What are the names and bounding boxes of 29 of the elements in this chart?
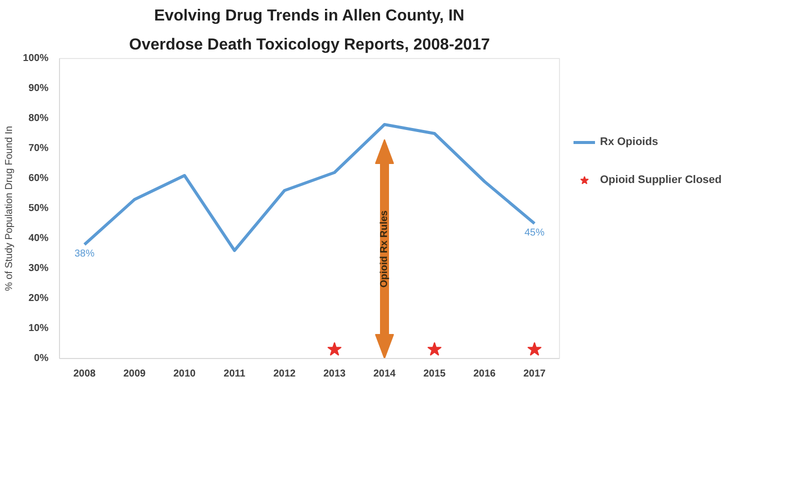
x-tick-label: 2017: [523, 368, 546, 380]
y-tick-label: 80%: [28, 113, 49, 124]
y-tick-label: 20%: [28, 293, 49, 304]
y-tick-label: 40%: [28, 233, 49, 244]
x-tick-label: 2012: [273, 368, 296, 380]
y-tick-label: 90%: [28, 83, 49, 94]
y-tick-label: 0%: [34, 353, 49, 364]
x-tick-label: 2009: [123, 368, 146, 380]
x-tick-label: 2013: [323, 368, 346, 380]
y-tick-label: 60%: [28, 173, 49, 184]
y-tick-label: 30%: [28, 263, 49, 274]
y-tick-label: 70%: [28, 143, 49, 154]
x-tick-label: 2015: [423, 368, 446, 380]
y-tick-label: 10%: [28, 323, 49, 334]
ref-line-label: Opioid Rx Rules: [379, 210, 390, 288]
data-label: 45%: [524, 228, 545, 238]
y-tick-label: 50%: [28, 203, 49, 214]
data-label: 38%: [74, 248, 95, 260]
x-tick-label: 2011: [224, 368, 246, 380]
legend-label: Opioid Supplier Closed: [600, 174, 722, 186]
y-axis-title: % of Study Population Drug Found In: [4, 126, 15, 292]
x-tick-label: 2010: [173, 368, 196, 380]
y-tick-label: 100%: [22, 53, 49, 64]
x-tick-label: 2014: [373, 368, 396, 380]
chart-subtitle: Overdose Death Toxicology Reports, 2008-2017: [129, 36, 490, 54]
x-tick-label: 2008: [73, 368, 96, 380]
legend-label: Rx Opioids: [600, 136, 658, 148]
x-tick-label: 2016: [473, 368, 496, 380]
chart-title: Evolving Drug Trends in Allen County, IN: [154, 8, 464, 24]
